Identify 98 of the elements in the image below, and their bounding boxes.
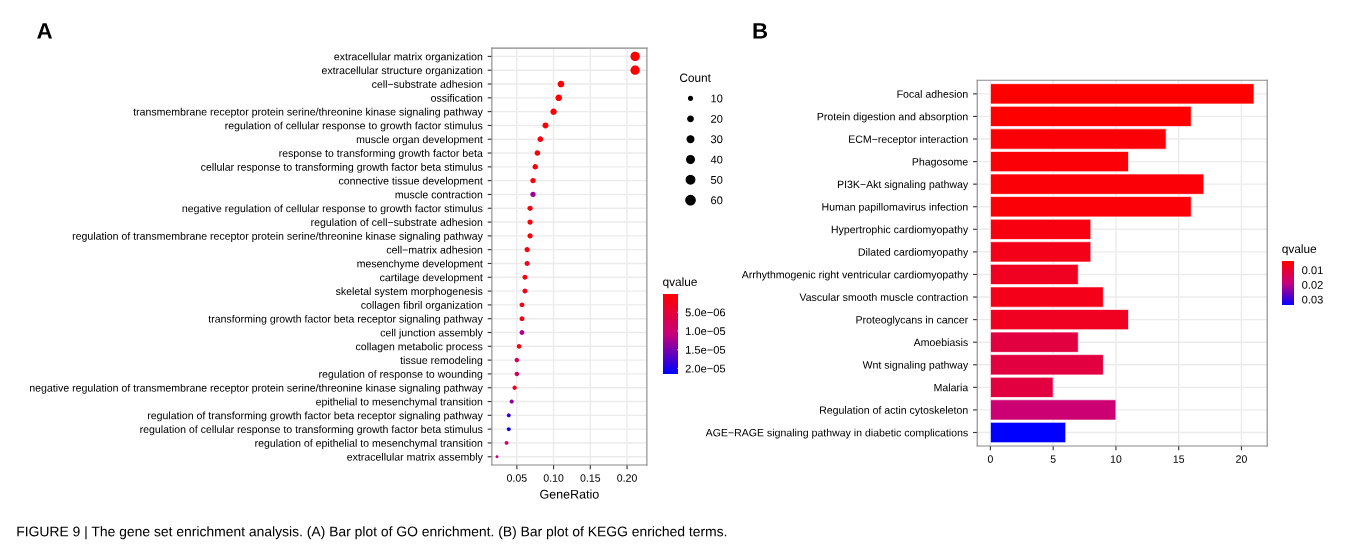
y-tick-label: skeletal system morphogenesis xyxy=(335,287,483,298)
y-tick-label: regulation of epithelial to mesenchymal transition xyxy=(255,439,483,449)
y-tick-label: negative regulation of transmembrane receptor protein serine/threonine kinase signaling pathway xyxy=(30,383,483,394)
legend-label: 10 xyxy=(711,94,723,103)
y-tick-label: cellular response to transforming growth factor beta stimulus xyxy=(201,163,483,173)
y-tick-label: collagen metabolic process xyxy=(355,342,483,353)
point xyxy=(542,122,549,129)
y-tick-label: Focal adhesion xyxy=(897,90,968,98)
x-tick-label: 10 xyxy=(1110,455,1122,463)
color-bar-title: qvalue xyxy=(663,277,697,289)
point xyxy=(527,219,533,225)
y-tick-label: Human papillomavirus infection xyxy=(822,202,968,213)
y-tick-label: cell−substrate adhesion xyxy=(372,80,483,88)
color-bar-label: 5.0e−06 xyxy=(685,308,726,317)
x-tick-label: 0.10 xyxy=(543,474,564,482)
point xyxy=(550,108,557,115)
y-tick-label: cartilage development xyxy=(380,273,483,284)
y-tick-label: negative regulation of cellular response to growth factor stimulus xyxy=(182,204,483,215)
color-bar-label: 0.01 xyxy=(1302,266,1323,275)
color-bar-label: 1.0e−05 xyxy=(685,327,726,336)
x-tick-label: 0.20 xyxy=(617,474,637,482)
y-tick-label: Dilated cardiomyopathy xyxy=(858,248,969,258)
text: B xyxy=(753,23,768,39)
y-tick-label: PI3K−Akt signaling pathway xyxy=(837,180,969,191)
y-tick-label: mesenchyme development xyxy=(357,259,483,270)
y-tick-label: Phagosome xyxy=(912,157,968,168)
y-tick-label: Arrhythmogenic right ventricular cardiomyopathy xyxy=(741,270,969,281)
point xyxy=(504,441,509,445)
point xyxy=(506,413,511,418)
y-tick-label: Wnt signaling pathway xyxy=(862,360,969,371)
y-tick-label: transmembrane receptor protein serine/threonine kinase signaling pathway xyxy=(133,107,483,118)
y-tick-label: Protein digestion and absorption xyxy=(817,112,968,123)
y-tick-label: transforming growth factor beta receptor signaling pathway xyxy=(208,314,483,325)
color-bar-label: 0.02 xyxy=(1302,280,1323,289)
y-tick-label: Vascular smooth muscle contraction xyxy=(799,293,968,301)
y-tick-label: Amoebiasis xyxy=(913,338,968,347)
point xyxy=(516,343,522,349)
point xyxy=(557,80,565,88)
y-tick-label: AGE−RAGE signaling pathway in diabetic complications xyxy=(705,428,968,439)
point xyxy=(524,247,530,253)
point xyxy=(530,177,536,184)
point xyxy=(514,357,520,363)
point xyxy=(534,150,541,156)
legend-label: 50 xyxy=(710,176,723,184)
y-tick-label: regulation of cellular response to transforming growth factor beta stimulus xyxy=(140,425,483,436)
y-tick-label: extracellular matrix assembly xyxy=(347,452,483,463)
point xyxy=(512,385,517,390)
legend-label: 20 xyxy=(711,114,723,123)
y-tick-label: cell junction assembly xyxy=(380,328,483,339)
y-tick-label: Proteoglycans in cancer xyxy=(856,315,969,326)
y-tick-label: cell−matrix adhesion xyxy=(386,245,483,254)
y-tick-label: muscle organ development xyxy=(356,135,483,146)
x-tick-label: 0.05 xyxy=(506,474,527,482)
y-tick-label: collagen fibril organization xyxy=(361,301,483,311)
legend-title: Count xyxy=(680,73,711,82)
legend-label: 40 xyxy=(710,155,723,164)
color-bar-label: 1.5e−05 xyxy=(685,345,726,354)
point xyxy=(527,233,533,239)
point xyxy=(522,274,528,280)
point xyxy=(514,371,520,377)
y-tick-label: regulation of transmembrane receptor protein serine/threonine kinase signaling pathway xyxy=(72,232,483,242)
x-tick-label: 0 xyxy=(987,455,993,463)
y-tick-label: regulation of cell−substrate adhesion xyxy=(311,218,483,229)
point xyxy=(524,260,530,267)
x-tick-label: 15 xyxy=(1173,455,1185,463)
y-tick-label: regulation of cellular response to growth factor stimulus xyxy=(225,121,483,132)
y-tick-label: Regulation of actin cytoskeleton xyxy=(820,406,968,416)
y-tick-label: regulation of response to wounding xyxy=(319,370,483,380)
y-tick-label: Malaria xyxy=(934,383,969,392)
point xyxy=(532,164,538,170)
y-tick-label: connective tissue development xyxy=(338,176,483,187)
caption: FIGURE 9 | The gene set enrichment analysis. (A) Bar plot of GO enrichment. (B) Bar plot of KEGG enriched terms. xyxy=(17,526,727,540)
y-tick-label: ECM−receptor interaction xyxy=(849,135,968,146)
y-tick-label: extracellular matrix organization xyxy=(334,52,483,63)
legend-label: 30 xyxy=(710,135,723,144)
y-tick-label: ossification xyxy=(431,94,483,102)
color-bar-title: qvalue xyxy=(1282,244,1317,256)
y-tick-label: regulation of transforming growth factor beta receptor signaling pathway xyxy=(147,411,483,422)
y-tick-label: tissue remodeling xyxy=(400,356,483,367)
point xyxy=(506,427,511,432)
point xyxy=(537,136,544,143)
x-tick-label: 5 xyxy=(1050,455,1056,463)
text: A xyxy=(37,23,53,39)
x-axis-title: GeneRatio xyxy=(540,489,599,499)
color-bar-label: 0.03 xyxy=(1302,295,1323,304)
y-tick-label: muscle contraction xyxy=(395,190,483,199)
x-tick-label: 20 xyxy=(1236,455,1247,463)
y-tick-label: response to transforming growth factor beta xyxy=(279,149,483,160)
y-tick-label: epithelial to mesenchymal transition xyxy=(316,397,483,408)
y-tick-label: extracellular structure organization xyxy=(321,66,483,77)
x-tick-label: 0.15 xyxy=(580,474,601,482)
point xyxy=(530,191,536,198)
point xyxy=(527,205,533,211)
point xyxy=(519,316,525,322)
color-bar-label: 2.0e−05 xyxy=(685,364,726,373)
legend-label: 60 xyxy=(711,196,723,205)
point xyxy=(555,94,563,102)
y-tick-label: Hypertrophic cardiomyopathy xyxy=(831,225,969,236)
